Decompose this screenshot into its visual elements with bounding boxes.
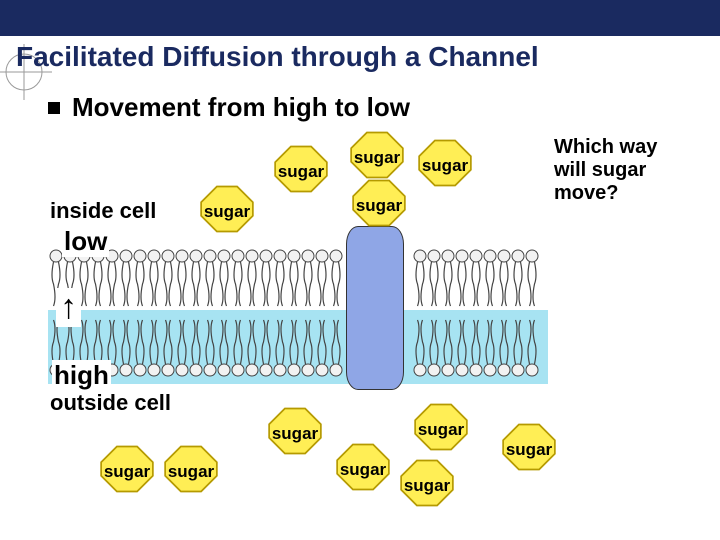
sugar-molecule: sugar xyxy=(332,448,394,494)
sugar-label: sugar xyxy=(270,162,332,182)
sugar-label: sugar xyxy=(498,440,560,460)
sugar-molecule: sugar xyxy=(96,450,158,496)
high-label: high xyxy=(52,360,111,391)
lipid-bilayer xyxy=(48,248,548,378)
sugar-label: sugar xyxy=(96,462,158,482)
page-title: Facilitated Diffusion through a Channel xyxy=(16,41,539,73)
sugar-molecule: sugar xyxy=(498,428,560,474)
sugar-label: sugar xyxy=(346,148,408,168)
protein-channel xyxy=(346,226,404,390)
sugar-label: sugar xyxy=(332,460,394,480)
sugar-molecule: sugar xyxy=(410,408,472,454)
sugar-molecule: sugar xyxy=(160,450,222,496)
outside-cell-label: outside cell xyxy=(48,390,173,416)
sugar-label: sugar xyxy=(348,196,410,216)
side-question: Which way will sugar move? xyxy=(554,136,672,205)
top-bar xyxy=(0,0,720,36)
inside-text: inside cell xyxy=(50,198,156,223)
inside-cell-label: inside cell xyxy=(48,198,158,224)
sugar-label: sugar xyxy=(414,156,476,176)
sugar-molecule: sugar xyxy=(348,184,410,230)
low-label: low xyxy=(62,226,109,257)
sugar-label: sugar xyxy=(160,462,222,482)
arrow-up-icon: ↑ xyxy=(56,288,81,327)
subtitle: Movement from high to low xyxy=(48,92,410,123)
sugar-molecule: sugar xyxy=(396,464,458,510)
bullet-icon xyxy=(48,102,60,114)
diagram-area: Which way will sugar move? inside cell l… xyxy=(48,128,672,528)
sugar-label: sugar xyxy=(396,476,458,496)
sugar-label: sugar xyxy=(264,424,326,444)
title-bar: Facilitated Diffusion through a Channel xyxy=(8,36,712,78)
subtitle-text: Movement from high to low xyxy=(72,92,410,122)
sugar-label: sugar xyxy=(196,202,258,222)
sugar-label: sugar xyxy=(410,420,472,440)
sugar-molecule: sugar xyxy=(414,144,476,190)
sugar-molecule: sugar xyxy=(196,190,258,236)
sugar-molecule: sugar xyxy=(270,150,332,196)
sugar-molecule: sugar xyxy=(264,412,326,458)
